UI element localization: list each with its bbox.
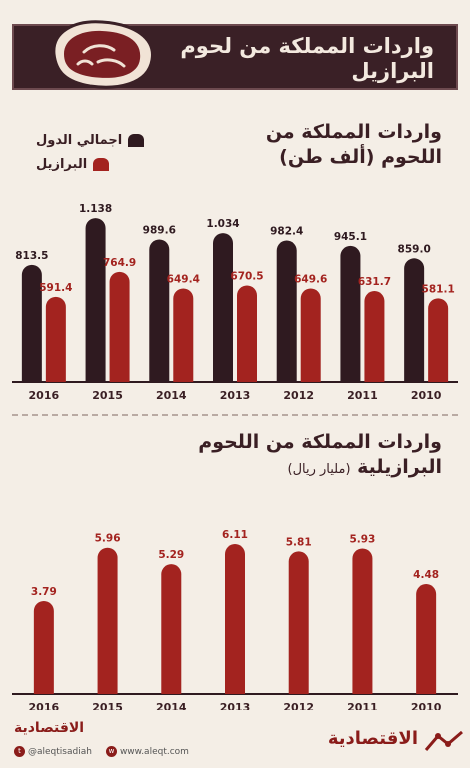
data-label: 591.4 xyxy=(39,282,72,294)
data-label: 3.79 xyxy=(31,586,57,598)
data-label: 859.0 xyxy=(398,243,431,255)
data-label: 982.4 xyxy=(270,226,303,238)
x-tick-label: 2015 xyxy=(92,389,123,402)
x-tick-label: 2011 xyxy=(347,701,378,710)
twitter-icon: t xyxy=(14,746,25,757)
bar-brazil-2015 xyxy=(109,271,130,382)
data-label: 6.11 xyxy=(222,529,248,541)
chart1-title-unit: (ألف طن) xyxy=(279,146,375,168)
legend-swatch-brazil xyxy=(93,157,110,171)
bar-total-2015 xyxy=(85,218,106,382)
section-divider xyxy=(12,414,458,416)
data-label: 945.1 xyxy=(334,231,367,243)
footer: الاقتصادية t @aleqtisadiah w www.aleqt.c… xyxy=(0,712,470,768)
data-label: 5.81 xyxy=(286,536,312,548)
bar-brazil-value-2010 xyxy=(416,584,437,694)
data-label: 581.1 xyxy=(422,283,455,295)
bar-total-2012 xyxy=(276,240,297,382)
bar-brazil-value-2015 xyxy=(97,547,118,694)
bar-brazil-2011 xyxy=(364,291,385,382)
x-tick-label: 2010 xyxy=(411,701,442,710)
bar-brazil-2012 xyxy=(300,288,321,382)
website-link[interactable]: www.aleqt.com xyxy=(119,746,189,757)
chart2-title-main: واردات المملكة من اللحوم البرازيلية xyxy=(198,431,442,478)
bar-brazil-value-2013 xyxy=(225,544,245,694)
data-label: 649.4 xyxy=(167,273,200,285)
data-label: 5.93 xyxy=(349,533,375,545)
x-tick-label: 2013 xyxy=(220,389,251,402)
chart2-title-unit: (مليار ريال) xyxy=(287,462,351,477)
data-label: 5.29 xyxy=(158,549,184,561)
data-label: 4.48 xyxy=(413,569,439,581)
globe-icon: w xyxy=(105,746,117,757)
bar-total-2011 xyxy=(340,245,361,382)
chart1-title: واردات المملكة من اللحوم (ألف طن) xyxy=(222,120,442,170)
chart1-legend: اجمالي الدول البرازيل xyxy=(36,128,196,176)
data-label: 670.5 xyxy=(230,270,263,282)
legend-swatch-total xyxy=(128,133,145,147)
legend-label-total: اجمالي الدول xyxy=(36,132,123,148)
x-tick-label: 2013 xyxy=(220,701,251,710)
legend-item-brazil: البرازيل xyxy=(36,152,196,176)
legend-item-total: اجمالي الدول xyxy=(36,128,196,152)
trend-line-icon xyxy=(424,730,463,751)
bar-brazil-value-2011 xyxy=(352,548,373,694)
bar-total-2016 xyxy=(21,264,42,382)
bar-brazil-2010 xyxy=(428,298,449,382)
data-label: 764.9 xyxy=(103,257,136,269)
chart1-title-main: واردات المملكة من اللحوم xyxy=(265,121,442,168)
bar-brazil-value-2012 xyxy=(288,551,309,694)
x-tick-label: 2016 xyxy=(29,701,60,710)
brand-logo: الاقتصادية xyxy=(327,728,418,749)
data-label: 1.138 xyxy=(79,203,112,215)
header-title: واردات المملكة من لحوم البرازيل xyxy=(180,34,434,83)
bar-brazil-value-2016 xyxy=(33,600,54,694)
imports-value-chart: 2016 3.79 2015 5.96 2014 5.29 2013 6.11 2012 5.81… xyxy=(12,529,458,710)
header: واردات المملكة من لحوم البرازيل xyxy=(0,0,470,103)
x-tick-label: 2011 xyxy=(347,389,378,402)
bar-brazil-2013 xyxy=(237,285,257,382)
social-links: t @aleqtisadiah w www.aleqt.com xyxy=(14,746,189,757)
bar-brazil-value-2014 xyxy=(161,564,182,694)
data-label: 649.6 xyxy=(294,273,327,285)
data-label: 989.6 xyxy=(143,224,176,236)
chart2-title: واردات المملكة من اللحوم البرازيلية (ملي… xyxy=(142,430,442,482)
data-label: 5.96 xyxy=(95,533,121,545)
bar-total-2010 xyxy=(404,258,425,382)
x-tick-label: 2012 xyxy=(283,389,314,402)
legend-label-brazil: البرازيل xyxy=(36,156,88,172)
brand-logo-small: الاقتصادية xyxy=(14,720,85,736)
bar-brazil-2014 xyxy=(173,288,194,382)
bar-total-2014 xyxy=(149,239,170,382)
x-tick-label: 2012 xyxy=(283,701,314,710)
data-label: 1.034 xyxy=(206,218,239,230)
twitter-handle[interactable]: @aleqtisadiah xyxy=(28,746,92,757)
steak-icon xyxy=(52,20,154,89)
x-tick-label: 2014 xyxy=(156,389,187,402)
bar-brazil-2016 xyxy=(45,296,66,382)
x-tick-label: 2016 xyxy=(29,389,60,402)
x-tick-label: 2015 xyxy=(92,701,123,710)
x-tick-label: 2014 xyxy=(156,701,187,710)
bar-total-2013 xyxy=(213,233,233,382)
x-tick-label: 2010 xyxy=(411,389,442,402)
imports-volume-chart: 2016 813.5 591.4 2015 1.138 764.9 2014 989.6 649… xyxy=(12,203,458,402)
data-label: 631.7 xyxy=(358,276,391,288)
data-label: 813.5 xyxy=(15,250,48,262)
